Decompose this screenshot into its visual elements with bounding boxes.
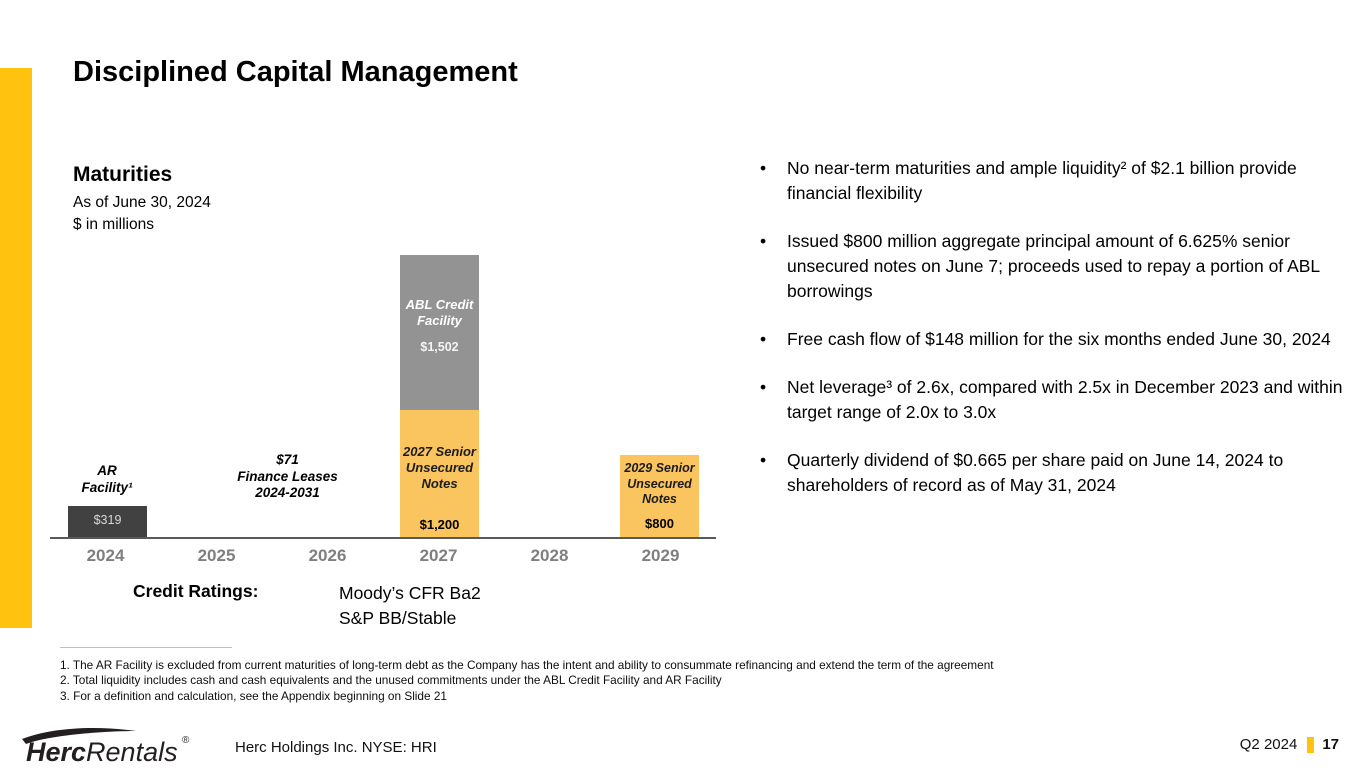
notes-2027-label-line3: Notes xyxy=(421,476,458,491)
moodys-rating: Moody’s CFR Ba2 xyxy=(339,583,481,603)
bullet-liquidity: • No near-term maturities and ample liqu… xyxy=(757,156,1345,206)
chart-x-axis-labels: 2024 2025 2026 2027 2028 2029 xyxy=(50,546,716,566)
logo-registered-mark: ® xyxy=(182,735,190,746)
chart-title: Maturities xyxy=(73,163,173,186)
svg-text:HercRentals: HercRentals xyxy=(26,737,178,767)
bullet-dot: • xyxy=(760,231,767,251)
footer-page-marker xyxy=(1307,736,1315,753)
bullet-net-leverage: • Net leverage³ of 2.6x, compared with 2… xyxy=(757,375,1345,425)
chart-units-label: $ in millions xyxy=(73,216,154,233)
abl-credit-facility-label: ABL Credit Facility xyxy=(394,297,485,329)
bullet-dot: • xyxy=(760,450,767,470)
footer-quarter-label: Q2 2024 xyxy=(1239,736,1298,753)
bar-ar-facility-value: $319 xyxy=(93,513,122,527)
abl-label-line1: ABL Credit xyxy=(405,297,474,312)
bullet-dividend: • Quarterly dividend of $0.665 per share… xyxy=(757,448,1345,498)
notes-2029-label-line1: 2029 Senior xyxy=(624,461,695,475)
bullet-notes-issuance: • Issued $800 million aggregate principa… xyxy=(757,229,1345,304)
senior-notes-2029-label: 2029 Senior Unsecured Notes xyxy=(612,461,707,508)
footnote-2: 2. Total liquidity includes cash and cas… xyxy=(60,673,722,688)
abl-credit-facility-value: $1,502 xyxy=(420,340,459,354)
ar-facility-label-line1: AR xyxy=(97,463,117,478)
bullet-dot: • xyxy=(760,377,767,397)
ar-facility-label: AR Facility¹ xyxy=(57,463,157,496)
bar-segment-2027-senior-notes: 2027 Senior Unsecured Notes $1,200 xyxy=(400,410,479,537)
credit-ratings-label: Credit Ratings: xyxy=(133,581,259,601)
logo-text-herc: Herc xyxy=(26,737,86,767)
credit-ratings-values: Moody’s CFR Ba2 S&P BB/Stable xyxy=(339,581,481,630)
x-tick-2024: 2024 xyxy=(86,546,125,565)
bullet-dot: • xyxy=(760,329,767,349)
bar-ar-facility-2024: $319 xyxy=(68,506,147,537)
x-tick-2027: 2027 xyxy=(419,546,458,565)
notes-2029-label-line2: Unsecured xyxy=(627,476,692,491)
left-accent-bar xyxy=(0,68,32,628)
ar-facility-label-line2: Facility¹ xyxy=(81,479,133,495)
footer-company-text: Herc Holdings Inc. NYSE: HRI xyxy=(235,739,437,756)
senior-notes-2029-value: $800 xyxy=(645,516,674,531)
chart-as-of-date: As of June 30, 2024 xyxy=(73,194,211,211)
senior-notes-2027-label: 2027 Senior Unsecured Notes xyxy=(392,444,487,492)
finance-leases-value: $71 xyxy=(276,452,299,467)
x-tick-2026: 2026 xyxy=(308,546,347,565)
abl-label-line2: Facility xyxy=(417,313,462,328)
bullet-dot: • xyxy=(760,158,767,178)
notes-2027-label-line1: 2027 Senior xyxy=(403,444,476,459)
bullet-notes-issuance-text: Issued $800 million aggregate principal … xyxy=(787,231,1320,301)
footnotes: 1. The AR Facility is excluded from curr… xyxy=(60,658,1180,704)
finance-leases-annotation: $71 Finance Leases 2024-2031 xyxy=(190,452,385,502)
chart-x-axis-line xyxy=(50,537,716,539)
notes-2027-label-line2: Unsecured xyxy=(405,460,474,475)
logo-swoosh-icon xyxy=(22,727,136,744)
sp-rating: S&P BB/Stable xyxy=(339,607,457,628)
finance-leases-years: 2024-2031 xyxy=(255,485,320,500)
notes-2029-label-line3: Notes xyxy=(642,492,677,506)
herc-rentals-logo: HercRentals ® xyxy=(14,725,199,768)
x-tick-2029: 2029 xyxy=(641,546,680,565)
bullet-dividend-text: Quarterly dividend of $0.665 per share p… xyxy=(787,450,1284,495)
footnote-1: 1. The AR Facility is excluded from curr… xyxy=(60,658,994,672)
x-tick-2028: 2028 xyxy=(530,546,569,565)
bullet-net-leverage-text: Net leverage³ of 2.6x, compared with 2.5… xyxy=(787,377,1343,422)
footnote-3: 3. For a definition and calculation, see… xyxy=(60,688,447,703)
logo-text-rentals: Rentals xyxy=(86,737,178,767)
bullet-free-cash-flow: • Free cash flow of $148 million for the… xyxy=(757,327,1345,352)
finance-leases-text: Finance Leases xyxy=(237,468,338,484)
footer-page-number: 17 xyxy=(1322,736,1339,753)
bar-segment-abl-credit-facility-2027: ABL Credit Facility $1,502 xyxy=(400,255,479,410)
x-tick-2025: 2025 xyxy=(197,546,236,565)
bar-2029-senior-notes: 2029 Senior Unsecured Notes $800 xyxy=(620,455,699,537)
page-title: Disciplined Capital Management xyxy=(73,56,518,88)
footer-right-group: Q2 2024 17 xyxy=(1240,736,1339,753)
bullet-liquidity-text: No near-term maturities and ample liquid… xyxy=(787,158,1297,203)
highlights-bullet-list: • No near-term maturities and ample liqu… xyxy=(757,156,1345,521)
footnote-divider xyxy=(60,647,232,648)
senior-notes-2027-value: $1,200 xyxy=(419,517,460,532)
bullet-free-cash-flow-text: Free cash flow of $148 million for the s… xyxy=(787,329,1331,349)
